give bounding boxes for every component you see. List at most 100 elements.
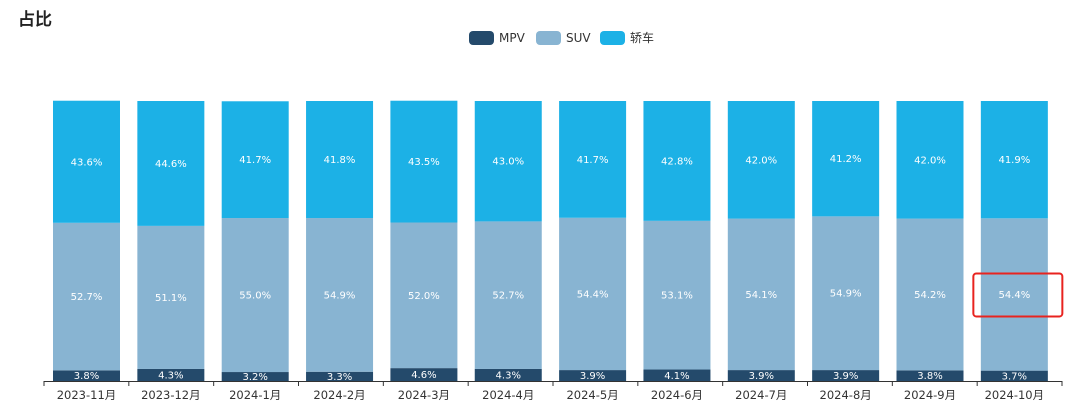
bar-suv[interactable] (306, 218, 374, 372)
chart-title: 占比 (18, 9, 52, 30)
bar-sedan[interactable] (727, 101, 795, 219)
data-label-sedan: 44.6% (155, 159, 187, 170)
legend-item-mpv[interactable]: MPV (469, 31, 526, 45)
data-label-sedan: 43.5% (408, 157, 440, 168)
data-label-sedan: 41.8% (324, 155, 356, 166)
legend: MPV SUV 轿车 (469, 30, 654, 45)
bar-suv[interactable] (980, 218, 1048, 371)
bar-mpv[interactable] (643, 369, 711, 381)
bar-mpv[interactable] (221, 372, 289, 381)
bar-mpv[interactable] (137, 368, 205, 381)
x-tick-label: 2023-12月 (141, 388, 201, 402)
data-label-mpv: 3.8% (917, 371, 942, 382)
legend-item-suv[interactable]: SUV (536, 31, 591, 45)
bar-suv[interactable] (53, 222, 120, 371)
data-label-sedan: 42.8% (661, 156, 693, 167)
data-label-suv: 54.9% (830, 289, 862, 300)
bar-suv[interactable] (643, 220, 711, 370)
data-label-sedan: 41.7% (239, 155, 271, 166)
data-label-sedan: 43.6% (71, 157, 103, 168)
bar-mpv[interactable] (559, 370, 627, 381)
bars (53, 100, 1048, 381)
data-label-suv: 54.9% (324, 290, 356, 301)
data-label-sedan: 42.0% (745, 155, 777, 166)
bar-suv[interactable] (559, 217, 627, 371)
bar-sedan[interactable] (53, 100, 120, 223)
x-tick-label: 2024-4月 (482, 388, 534, 402)
data-label-mpv: 3.2% (242, 372, 267, 383)
legend-label-mpv: MPV (499, 31, 526, 45)
bar-mpv[interactable] (390, 368, 458, 381)
x-tick-label: 2024-2月 (313, 388, 365, 402)
data-label-suv: 53.1% (661, 291, 693, 302)
bar-mpv[interactable] (306, 371, 374, 381)
data-label-sedan: 43.0% (492, 157, 524, 168)
x-tick-label: 2023-11月 (57, 388, 117, 402)
legend-swatch-suv (536, 31, 561, 45)
data-label-suv: 54.1% (745, 290, 777, 301)
data-label-sedan: 41.2% (830, 154, 862, 165)
data-label-suv: 54.2% (914, 290, 946, 301)
bar-mpv[interactable] (980, 370, 1048, 381)
bar-labels: 3.8% 52.7% 43.6% 4.3% 51.1% 44.6% 3.2% 55.0% 41.… (71, 154, 1031, 383)
bar-mpv[interactable] (812, 370, 880, 381)
legend-swatch-sedan (600, 31, 625, 45)
data-label-sedan: 41.7% (577, 155, 609, 166)
bar-mpv[interactable] (53, 370, 120, 381)
legend-item-sedan[interactable]: 轿车 (600, 30, 654, 45)
bar-sedan[interactable] (137, 101, 205, 226)
data-label-suv: 52.7% (492, 291, 524, 302)
data-label-mpv: 4.3% (496, 370, 521, 381)
data-label-mpv: 3.9% (833, 371, 858, 382)
data-label-suv: 55.0% (239, 291, 271, 302)
bar-sedan[interactable] (390, 100, 458, 223)
data-label-mpv: 3.9% (749, 371, 774, 382)
data-label-suv: 54.4% (577, 289, 609, 300)
bar-sedan[interactable] (896, 101, 964, 219)
x-tick-label: 2024-8月 (820, 388, 872, 402)
annotations (972, 272, 1064, 318)
bar-suv[interactable] (474, 221, 542, 369)
bar-sedan[interactable] (643, 101, 711, 221)
data-label-mpv: 4.1% (664, 371, 689, 382)
legend-label-suv: SUV (566, 31, 591, 45)
x-tick-label: 2024-7月 (735, 388, 787, 402)
bar-mpv[interactable] (727, 370, 795, 381)
data-label-sedan: 41.9% (998, 155, 1030, 166)
x-tick-label: 2024-3月 (398, 388, 450, 402)
x-tick-label: 2024-10月 (985, 388, 1045, 402)
data-label-mpv: 3.7% (1002, 371, 1027, 382)
legend-label-sedan: 轿车 (630, 30, 654, 45)
highlight-box (972, 272, 1064, 318)
data-label-mpv: 3.8% (74, 371, 99, 382)
x-tick-label: 2024-5月 (566, 388, 618, 402)
x-tick-label: 2024-6月 (651, 388, 703, 402)
x-tick-label: 2024-1月 (229, 388, 281, 402)
bar-sedan[interactable] (306, 101, 374, 219)
x-tick-label: 2024-9月 (904, 388, 956, 402)
bar-suv[interactable] (896, 218, 964, 371)
bar-mpv[interactable] (474, 368, 542, 381)
bar-suv[interactable] (137, 225, 205, 369)
data-label-mpv: 3.3% (327, 372, 352, 383)
x-axis: 2023-11月 2023-12月 2024-1月 2024-2月 2024-3月 202… (43, 381, 1063, 402)
bar-sedan[interactable] (559, 101, 627, 218)
bar-sedan[interactable] (221, 101, 289, 219)
bar-sedan[interactable] (980, 101, 1048, 219)
bar-suv[interactable] (221, 218, 289, 373)
legend-swatch-mpv (469, 31, 494, 45)
data-label-suv: 54.4% (998, 290, 1030, 301)
data-label-sedan: 42.0% (914, 155, 946, 166)
bar-suv[interactable] (727, 218, 795, 371)
data-label-suv: 51.1% (155, 293, 187, 304)
bar-sedan[interactable] (474, 101, 542, 222)
data-label-suv: 52.7% (71, 292, 103, 303)
data-label-suv: 52.0% (408, 291, 440, 302)
bar-suv[interactable] (390, 222, 458, 369)
data-label-mpv: 4.3% (158, 370, 183, 381)
bar-mpv[interactable] (896, 370, 964, 381)
bar-suv[interactable] (812, 216, 880, 371)
data-label-mpv: 3.9% (580, 371, 605, 382)
bar-sedan[interactable] (812, 101, 880, 217)
